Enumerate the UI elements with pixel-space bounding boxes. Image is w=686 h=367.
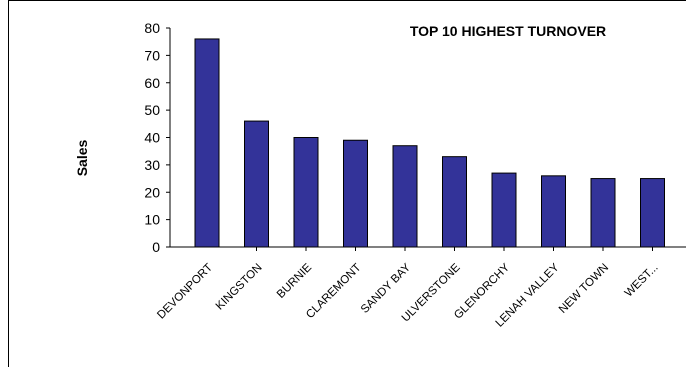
chart-title: TOP 10 HIGHEST TURNOVER [410,23,606,39]
bar-sandy-bay [392,145,418,248]
frame-border-left [8,0,9,367]
x-tick-label: DEVONPORT [155,262,215,322]
bar-ulverstone [442,156,467,248]
y-tick-label: 50 [144,102,160,118]
y-tick-label: 20 [144,184,160,200]
x-tick-label: WEST... [623,262,661,300]
bar-lenah-valley [541,175,566,248]
x-tick-label: KINGSTON [214,262,265,313]
bar-new-town [590,178,616,248]
bar-west [640,178,665,248]
y-tick-labels: 0 10 20 30 40 50 60 70 80 [144,20,160,255]
bars [194,38,665,248]
bar-claremont [343,139,368,248]
bar-burnie [293,137,319,248]
y-tick-label: 80 [144,20,160,36]
y-tick-label: 60 [144,75,160,91]
bar-glenorchy [491,172,517,248]
y-tick-label: 40 [144,130,160,146]
bar-kingston [244,120,269,248]
y-tick-label: 30 [144,157,160,173]
x-tick-label: BURNIE [275,261,314,300]
y-tick-label: 0 [152,239,160,255]
y-axis-label: Sales [74,139,90,176]
x-tick-label: NEW TOWN [557,262,611,316]
bar-devonport [194,38,220,248]
x-tick-label: SANDY BAY [359,261,414,316]
frame-border-top [8,0,686,1]
y-tick-label: 70 [144,47,160,63]
y-tick-label: 10 [144,212,160,228]
